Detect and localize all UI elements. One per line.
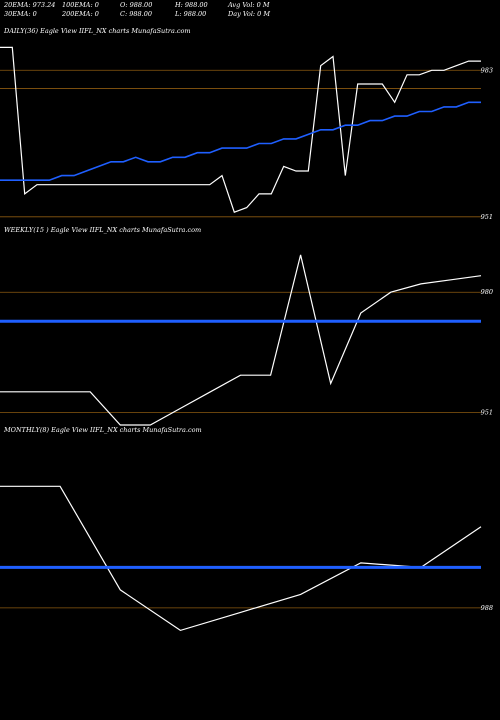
monthly-ytick-label: 988 (481, 604, 493, 612)
open-readout: O: 988.00 (120, 1, 153, 9)
day-vol-readout: Day Vol: 0 M (228, 10, 271, 18)
weekly-ytick-label: 980 (481, 288, 493, 296)
daily-ema-line (0, 101, 481, 181)
ema200-readout: 200EMA: 0 (62, 10, 99, 18)
daily-price-line (0, 46, 481, 213)
ema20-readout: 20EMA: 973.24 (4, 1, 56, 9)
avg-vol-readout: Avg Vol: 0 M (228, 1, 270, 9)
ema30-readout: 30EMA: 0 (4, 10, 37, 18)
weekly-price-line (0, 254, 482, 426)
monthly-price-line (0, 485, 482, 632)
weekly-panel-title: WEEKLY(15 ) Eagle View IIFL_NX charts Mu… (4, 226, 202, 234)
ema100-readout: 100EMA: 0 (62, 1, 99, 9)
daily-ytick-label: 951 (481, 213, 493, 221)
high-readout: H: 988.00 (175, 1, 208, 9)
daily-ytick-label: 983 (481, 66, 493, 74)
low-readout: L: 988.00 (175, 10, 207, 18)
monthly-panel-title: MONTHLY(8) Eagle View IIFL_NX charts Mun… (4, 426, 202, 434)
daily-panel-title: DAILY(36) Eagle View IIFL_NX charts Muna… (4, 27, 191, 35)
weekly-ytick-label: 951 (481, 409, 493, 417)
close-readout: C: 988.00 (120, 10, 152, 18)
